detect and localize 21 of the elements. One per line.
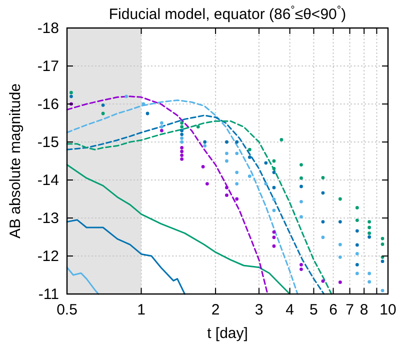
- y-axis-title: AB absolute magnitude: [7, 83, 24, 239]
- y-tick-label: -11: [38, 286, 59, 303]
- x-tick-label: 8: [360, 302, 368, 319]
- y-tick-label: -15: [37, 134, 59, 151]
- y-tick-label: -18: [37, 20, 59, 37]
- x-axis-title: t [day]: [207, 325, 248, 342]
- x-tick-label: 0.5: [56, 302, 78, 319]
- chart-title: Fiducial model, equator (86$^{°}$≤θ<90$^{°}$): [108, 4, 346, 23]
- x-tick-label: 4: [286, 302, 294, 319]
- x-tick-label: 10: [380, 302, 396, 319]
- x-tick-label: 6: [329, 302, 338, 319]
- x-tick-label: 1: [137, 302, 146, 319]
- y-tick-label: -16: [37, 96, 59, 113]
- x-tick-label: 5: [310, 302, 318, 319]
- x-tick-label: 3: [254, 302, 264, 319]
- x-tick-label: 7: [346, 302, 354, 319]
- x-tick-label: 2: [211, 302, 220, 319]
- y-tick-label: -12: [37, 248, 59, 265]
- y-tick-label: -14: [37, 172, 59, 189]
- y-tick-label: -17: [37, 58, 59, 75]
- y-tick-label: -13: [37, 210, 59, 227]
